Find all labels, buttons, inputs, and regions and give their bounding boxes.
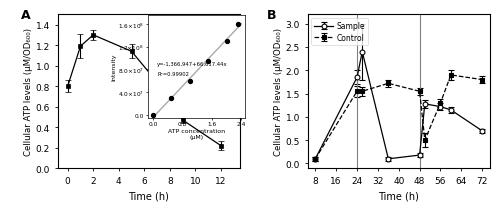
Text: R²=0.99902: R²=0.99902 (157, 71, 189, 76)
X-axis label: Time (h): Time (h) (128, 190, 169, 200)
X-axis label: ATP concentration
(μM): ATP concentration (μM) (168, 128, 225, 139)
Point (204, 60, 212, 63)
Y-axis label: Cellular ATP levels (μM/OD₆₀₀): Cellular ATP levels (μM/OD₆₀₀) (274, 28, 282, 155)
Y-axis label: Intensity: Intensity (112, 54, 116, 81)
Point (186, 80, 194, 83)
Point (222, 40, 230, 43)
Y-axis label: Cellular ATP levels (μM/OD₆₀₀): Cellular ATP levels (μM/OD₆₀₀) (24, 28, 32, 155)
Text: y=-1,366,947+66,617.44x: y=-1,366,947+66,617.44x (157, 61, 228, 66)
Legend: Sample, Control: Sample, Control (312, 19, 368, 45)
X-axis label: Time (h): Time (h) (378, 190, 419, 200)
Point (149, 114, 157, 117)
Point (234, 23, 241, 27)
Text: B: B (268, 9, 277, 22)
Point (168, 97, 175, 100)
Text: A: A (21, 9, 30, 22)
